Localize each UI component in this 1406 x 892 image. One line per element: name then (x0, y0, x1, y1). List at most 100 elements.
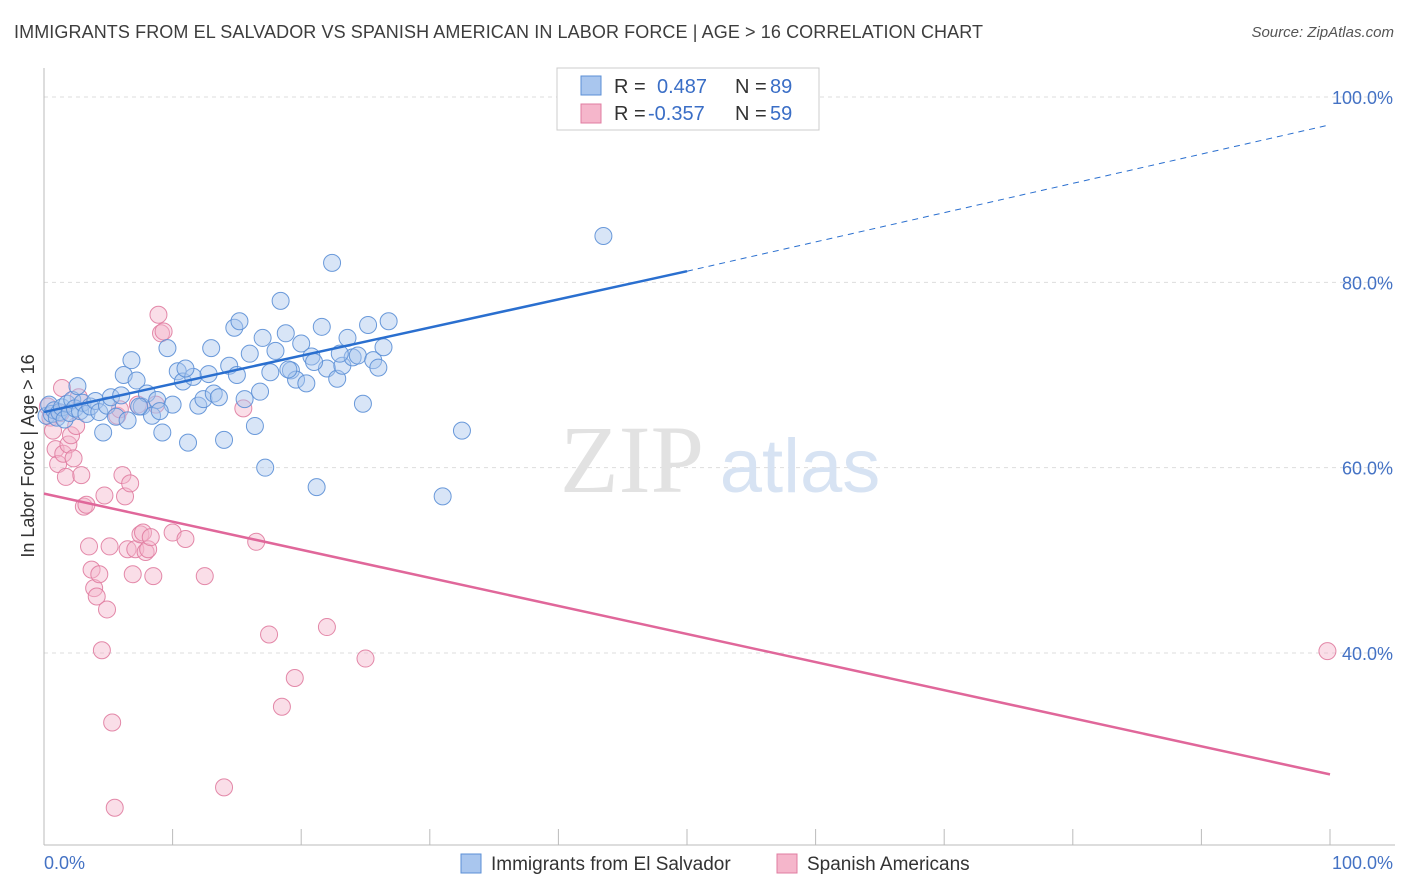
watermark-atlas: atlas (720, 424, 881, 509)
spanish-americans-point (90, 565, 109, 584)
x-tick-labels: 0.0% 100.0% (44, 853, 1393, 873)
legend-r-label-blue: R = (614, 76, 646, 98)
spanish-americans-point (64, 449, 83, 468)
series-label-spanish-americans: Spanish Americans (807, 854, 970, 875)
x-tick-label: 0.0% (44, 853, 85, 873)
watermark: ZIP atlas (560, 406, 880, 513)
el-salvador-point (276, 324, 295, 343)
spanish-americans-point (92, 641, 111, 660)
el-salvador-point (194, 390, 213, 409)
spanish-americans-point (285, 669, 304, 688)
el-salvador-point (245, 416, 264, 435)
spanish-americans-point (356, 649, 375, 668)
el-salvador-points (37, 227, 613, 506)
spanish-americans-point (154, 322, 173, 341)
el-salvador-point (107, 407, 126, 426)
el-salvador-point (271, 291, 290, 310)
el-salvador-point (240, 344, 259, 363)
el-salvador-point (118, 411, 137, 430)
spanish-americans-point (105, 798, 124, 817)
el-salvador-point (122, 351, 141, 370)
grid-lines (44, 96, 1395, 654)
spanish-americans-point (144, 567, 163, 586)
spanish-americans-point (87, 587, 106, 606)
chart-source: Source: ZipAtlas.com (1251, 24, 1394, 41)
el-salvador-point (215, 430, 234, 449)
spanish-americans-trend-line (43, 492, 1331, 776)
chart-title: IMMIGRANTS FROM EL SALVADOR VS SPANISH A… (14, 22, 984, 42)
y-axis-label: In Labor Force | Age > 16 (18, 354, 38, 557)
spanish-americans-point (195, 567, 214, 586)
spanish-americans-point (139, 540, 158, 559)
series-legend: Immigrants from El Salvador Spanish Amer… (460, 853, 970, 875)
legend-n-value-blue: 89 (770, 76, 792, 98)
el-salvador-point (235, 390, 254, 409)
el-salvador-point (230, 312, 249, 331)
el-salvador-trend-line (43, 269, 688, 414)
series-label-el-salvador: Immigrants from El Salvador (491, 854, 731, 875)
el-salvador-point (127, 371, 146, 390)
spanish-americans-point (118, 540, 137, 559)
el-salvador-point (256, 458, 275, 477)
spanish-americans-point (95, 486, 114, 505)
el-salvador-point (307, 478, 326, 497)
el-salvador-point (452, 421, 471, 440)
spanish-americans-point (54, 444, 73, 463)
y-tick-label: 60.0% (1342, 459, 1393, 479)
series-swatch-blue (460, 853, 482, 874)
spanish-americans-point (176, 530, 195, 549)
el-salvador-point (379, 312, 398, 331)
el-salvador-point (279, 360, 298, 379)
legend-r-value-blue: 0.487 (657, 76, 707, 98)
legend-r-value-pink: -0.357 (648, 103, 705, 125)
el-salvador-point (374, 338, 393, 357)
spanish-americans-point (80, 537, 99, 556)
legend-n-label-blue: N = (735, 76, 767, 98)
y-tick-label: 100.0% (1332, 88, 1393, 108)
el-salvador-point (94, 423, 113, 442)
spanish-americans-point (62, 426, 81, 445)
el-salvador-point (68, 377, 87, 396)
spanish-americans-point (103, 713, 122, 732)
spanish-americans-point (141, 528, 160, 547)
y-tick-labels: 40.0% 60.0% 80.0% 100.0% (1332, 88, 1393, 664)
series-swatch-pink (776, 853, 798, 874)
el-salvador-point (348, 346, 367, 365)
axes (43, 68, 1395, 846)
spanish-americans-point (152, 324, 171, 343)
spanish-americans-point (260, 625, 279, 644)
spanish-americans-point (100, 537, 119, 556)
el-salvador-point (292, 334, 311, 353)
x-tick-label: 100.0% (1332, 853, 1393, 873)
el-salvador-point (312, 317, 331, 336)
el-salvador-point (359, 315, 378, 334)
el-salvador-point (266, 341, 285, 360)
el-salvador-point (153, 423, 172, 442)
spanish-americans-point (1318, 642, 1337, 661)
spanish-americans-point (215, 778, 234, 797)
el-salvador-point (90, 403, 109, 422)
el-salvador-point (130, 397, 149, 416)
legend-n-value-pink: 59 (770, 103, 792, 125)
el-salvador-point (433, 487, 452, 506)
y-tick-label: 40.0% (1342, 644, 1393, 664)
legend-r-label-pink: R = (614, 103, 646, 125)
el-salvador-point (305, 353, 324, 372)
el-salvador-point (369, 358, 388, 377)
spanish-americans-point (123, 565, 142, 584)
el-salvador-point (209, 388, 228, 407)
correlation-legend: R = 0.487 N = 89 R = -0.357 N = 59 (556, 67, 820, 131)
spanish-americans-point (72, 466, 91, 485)
spanish-americans-point (234, 399, 253, 418)
spanish-americans-point (149, 305, 168, 324)
spanish-americans-point (272, 697, 291, 716)
y-tick-label: 80.0% (1342, 273, 1393, 293)
el-salvador-point (261, 363, 280, 382)
el-salvador-point (594, 227, 613, 245)
el-salvador-point (179, 433, 198, 452)
el-salvador-point (251, 382, 270, 401)
el-salvador-point (202, 339, 221, 358)
el-salvador-trend-extension (686, 124, 1331, 272)
spanish-americans-point (131, 525, 150, 544)
